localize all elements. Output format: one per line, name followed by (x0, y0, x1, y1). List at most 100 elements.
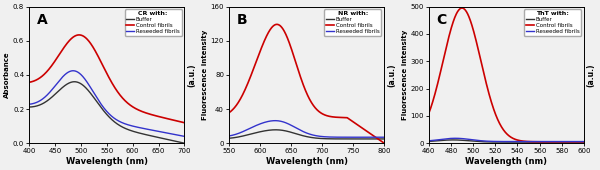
Legend: Buffer, Control fibrils, Reseeded fibrils: Buffer, Control fibrils, Reseeded fibril… (524, 10, 581, 36)
Buffer (538, 141, 545, 143)
Buffer (225, 137, 232, 139)
Y-axis label: (a.u.): (a.u.) (187, 63, 196, 87)
Reseeded fibrils (181, 135, 188, 137)
Buffer (53, 92, 60, 94)
Reseeded fibrils (318, 135, 325, 138)
Buffer (318, 138, 325, 140)
Buffer (130, 130, 137, 132)
Y-axis label: (a.u.): (a.u.) (587, 63, 596, 87)
Buffer (301, 135, 308, 137)
Buffer (523, 141, 530, 143)
Buffer (117, 125, 124, 127)
Reseeded fibrils (538, 141, 545, 143)
Control fibrils (310, 104, 317, 106)
Control fibrils (353, 123, 360, 125)
Y-axis label: Fluorescence intensity: Fluorescence intensity (202, 30, 208, 120)
Control fibrils (53, 58, 60, 60)
Control fibrils (425, 113, 433, 115)
Control fibrils (225, 112, 232, 114)
Reseeded fibrils (25, 103, 32, 105)
Control fibrils (76, 34, 83, 36)
Reseeded fibrils (301, 131, 308, 133)
Control fibrils (301, 86, 308, 88)
Line: Buffer: Buffer (229, 130, 384, 139)
Line: Reseeded fibrils: Reseeded fibrils (229, 121, 384, 137)
Reseeded fibrils (353, 136, 360, 138)
Control fibrils (318, 112, 325, 114)
Buffer (299, 135, 307, 137)
Control fibrils (299, 83, 307, 85)
Control fibrils (476, 55, 484, 57)
Control fibrils (538, 141, 545, 143)
Reseeded fibrils (272, 120, 279, 122)
Reseeded fibrils (538, 141, 545, 143)
Buffer (444, 139, 451, 141)
Reseeded fibrils (117, 121, 124, 123)
Text: A: A (37, 13, 47, 28)
Reseeded fibrils (580, 141, 587, 143)
Buffer (71, 81, 78, 83)
Control fibrils (273, 23, 280, 25)
Control fibrils (181, 122, 188, 124)
Reseeded fibrils (377, 136, 385, 138)
Buffer (380, 138, 388, 140)
Text: B: B (236, 13, 247, 28)
Buffer (272, 129, 279, 131)
Legend: Buffer, Control fibrils, Reseeded fibrils: Buffer, Control fibrils, Reseeded fibril… (325, 10, 382, 36)
Reseeded fibrils (130, 125, 137, 127)
Line: Reseeded fibrils: Reseeded fibrils (29, 71, 184, 136)
Line: Control fibrils: Control fibrils (29, 35, 184, 123)
Reseeded fibrils (65, 71, 73, 73)
Control fibrils (117, 95, 124, 97)
Reseeded fibrils (444, 138, 451, 140)
Line: Control fibrils: Control fibrils (229, 24, 384, 143)
Reseeded fibrils (452, 137, 459, 139)
Control fibrils (25, 81, 32, 83)
Text: C: C (436, 13, 447, 28)
Reseeded fibrils (425, 140, 433, 142)
Buffer (96, 105, 103, 107)
Control fibrils (143, 112, 150, 114)
Reseeded fibrils (143, 128, 150, 130)
X-axis label: Wavelength (nm): Wavelength (nm) (466, 157, 547, 166)
Buffer (449, 139, 457, 141)
Line: Buffer: Buffer (429, 140, 584, 142)
Buffer (425, 140, 433, 142)
Reseeded fibrils (310, 134, 317, 136)
Reseeded fibrils (487, 140, 494, 142)
Control fibrils (487, 98, 494, 100)
Buffer (143, 134, 150, 136)
Buffer (181, 142, 188, 144)
X-axis label: Wavelength (nm): Wavelength (nm) (66, 157, 148, 166)
Buffer (580, 141, 587, 143)
Control fibrils (377, 140, 385, 142)
X-axis label: Wavelength (nm): Wavelength (nm) (266, 157, 347, 166)
Buffer (476, 141, 484, 143)
Legend: Buffer, Control fibrils, Reseeded fibrils: Buffer, Control fibrils, Reseeded fibril… (125, 10, 182, 36)
Control fibrils (130, 106, 137, 108)
Reseeded fibrils (225, 135, 232, 137)
Control fibrils (538, 141, 545, 143)
Buffer (65, 82, 73, 84)
Control fibrils (380, 142, 388, 144)
Control fibrils (523, 140, 530, 142)
Control fibrils (458, 7, 466, 9)
Reseeded fibrils (70, 70, 77, 72)
Line: Reseeded fibrils: Reseeded fibrils (429, 138, 584, 142)
Line: Buffer: Buffer (29, 82, 184, 143)
Control fibrils (580, 141, 587, 143)
Reseeded fibrils (53, 83, 60, 85)
Control fibrils (444, 42, 451, 44)
Reseeded fibrils (476, 140, 484, 142)
Buffer (25, 106, 32, 108)
Reseeded fibrils (523, 141, 530, 143)
Buffer (353, 138, 360, 140)
Reseeded fibrils (299, 130, 307, 132)
Control fibrils (65, 40, 73, 42)
Y-axis label: Fluorescence intensity: Fluorescence intensity (401, 30, 407, 120)
Buffer (538, 141, 545, 143)
Buffer (310, 137, 317, 139)
Y-axis label: Absorbance: Absorbance (4, 52, 10, 98)
Buffer (377, 138, 385, 140)
Y-axis label: (a.u.): (a.u.) (387, 63, 396, 87)
